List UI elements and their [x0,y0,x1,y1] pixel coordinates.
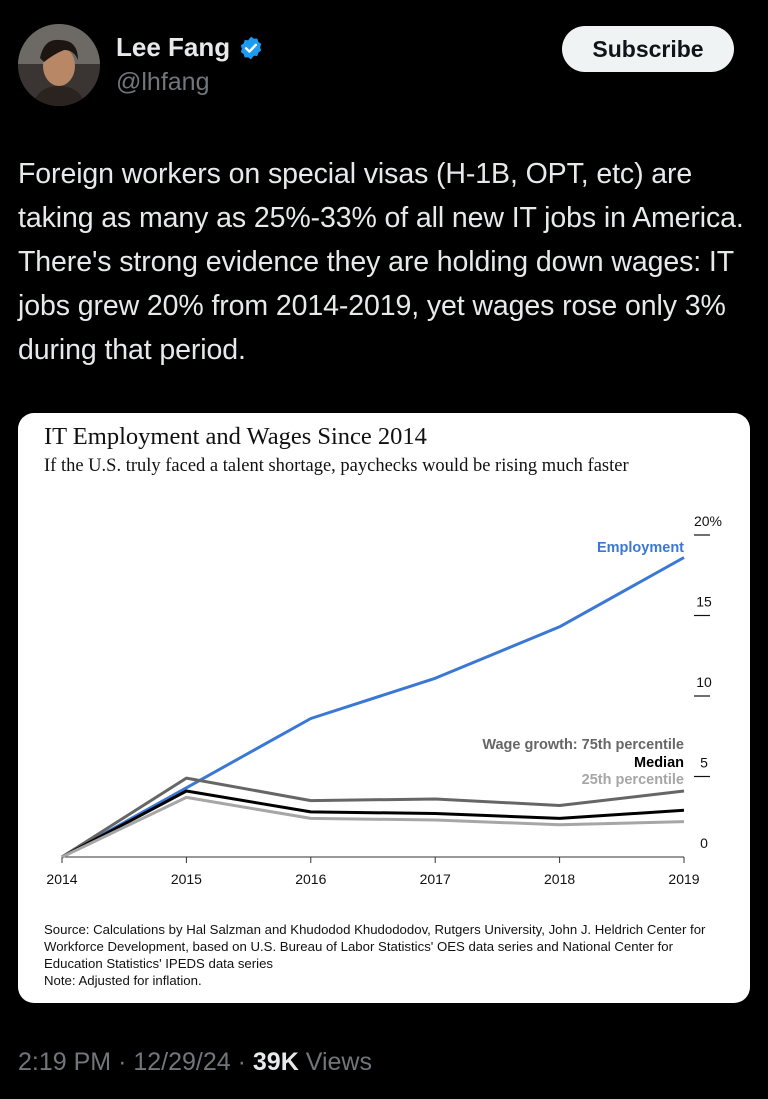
y-tick-label-20: 20% [694,513,722,529]
verified-badge-icon [240,36,262,59]
series-line-wage-growth-75th-percentile [61,776,685,859]
chart-subtitle: If the U.S. truly faced a talent shortag… [44,456,629,476]
x-tick-label-2017: 2017 [420,871,451,887]
chart-title: IT Employment and Wages Since 2014 [44,423,427,450]
separator: · [118,1048,134,1076]
y-tick-label-0: 0 [700,835,708,851]
avatar-image [18,24,100,106]
y-tick-label-10: 10 [696,674,712,690]
line-chart: 2014 2015 2016 2017 2018 2019 0 5 10 15 20% Employm… [46,513,722,887]
chart-source: Source: Calculations by Hal Salzman and … [44,921,734,989]
views-count: 39K [252,1048,299,1076]
tweet-text: Foreign workers on special visas (H-1B, … [18,158,744,366]
x-tick-label-2019: 2019 [668,871,699,887]
source-text: Source: Calculations by Hal Salzman and … [44,922,706,971]
series-label-25th-percentile: 25th percentile [582,772,684,788]
views-label: Views [305,1048,372,1076]
x-tick-label-2016: 2016 [295,871,326,887]
series-label-wage-growth-75th-percentile: Wage growth: 75th percentile [482,737,684,753]
avatar[interactable] [18,24,100,106]
chart-card[interactable]: IT Employment and Wages Since 2014 If th… [18,413,750,1003]
series-line-25th-percentile [61,795,685,859]
note-text: Note: Adjusted for inflation. [44,973,202,988]
tweet-meta: 2:19 PM · 12/29/24 · 39K Views [18,1048,372,1077]
series-line-median [61,789,685,859]
x-tick-label-2015: 2015 [171,871,202,887]
y-tick-label-15: 15 [696,594,712,610]
subscribe-button[interactable]: Subscribe [562,26,734,72]
tweet-time[interactable]: 2:19 PM [18,1048,112,1076]
separator: · [237,1048,253,1076]
series-label-median: Median [634,755,684,771]
x-tick-label-2014: 2014 [46,871,77,887]
y-tick-label-5: 5 [700,755,708,771]
series-label-employment: Employment [597,540,684,556]
tweet-date[interactable]: 12/29/24 [133,1048,231,1076]
author-handle[interactable]: @lhfang [116,68,210,96]
series-line-employment [61,556,685,859]
x-tick-label-2018: 2018 [544,871,575,887]
author-name[interactable]: Lee Fang [116,32,264,63]
author-name-text[interactable]: Lee Fang [116,32,231,62]
